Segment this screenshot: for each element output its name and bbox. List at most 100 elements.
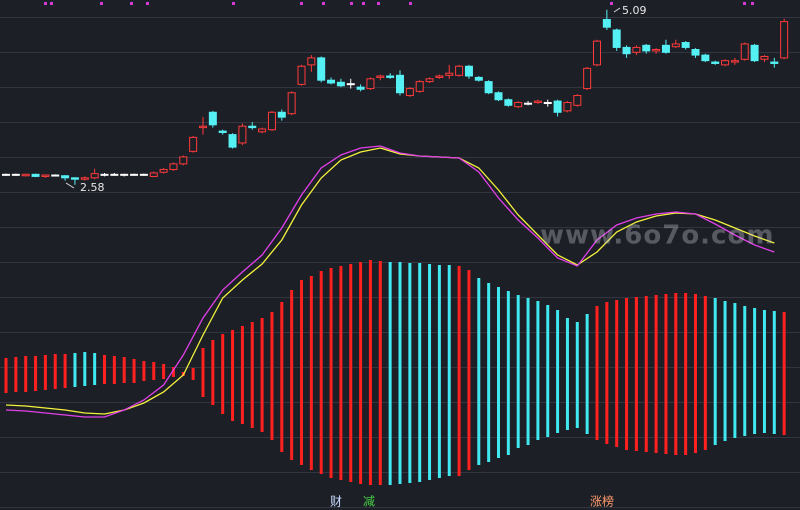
- candle-body: [228, 134, 237, 148]
- candle-body: [642, 44, 651, 52]
- candle-body: [583, 67, 592, 90]
- candle-body: [346, 83, 355, 86]
- candle-body: [721, 60, 730, 66]
- candle-body: [189, 136, 198, 152]
- candle-body: [474, 76, 483, 81]
- candle-body: [632, 46, 641, 53]
- candle-body: [356, 86, 365, 90]
- candle-body: [208, 111, 217, 126]
- signal-dot: [44, 2, 47, 5]
- candle-body: [504, 99, 513, 106]
- candle-body: [139, 173, 148, 176]
- candle-body: [248, 125, 257, 129]
- footer-label: 财: [330, 495, 342, 509]
- candle-body: [701, 54, 710, 62]
- candle-body: [455, 65, 464, 76]
- footer-label: 减: [363, 495, 375, 509]
- signal-dot: [743, 2, 746, 5]
- candle-body: [31, 173, 40, 177]
- min-price-label: 2.58: [80, 181, 105, 194]
- candle-body: [711, 61, 720, 64]
- signal-dot: [146, 2, 149, 5]
- candle-body: [159, 168, 168, 173]
- candle-body: [750, 44, 759, 62]
- candle-body: [612, 29, 621, 48]
- signal-dot: [100, 2, 103, 5]
- signal-dot: [350, 2, 353, 5]
- candle-body: [405, 88, 414, 97]
- candle-body: [169, 163, 178, 170]
- candle-body: [100, 173, 109, 176]
- candle-body: [415, 81, 424, 92]
- candle-body: [593, 40, 601, 66]
- min-pointer: [65, 182, 75, 189]
- candle-body: [691, 49, 700, 56]
- candle-body: [317, 57, 326, 81]
- candle-body: [652, 49, 661, 52]
- candle-body: [90, 173, 99, 179]
- candle-body: [602, 19, 611, 28]
- candle-body: [149, 172, 158, 177]
- candle-body: [21, 173, 30, 177]
- signal-dot: [751, 2, 754, 5]
- candle-body: [277, 111, 286, 118]
- candle-body: [41, 174, 50, 177]
- candle-body: [573, 95, 582, 106]
- signal-dot: [362, 2, 365, 5]
- indicator-line: [5, 147, 775, 415]
- candle-body: [681, 42, 690, 48]
- watermark: www.6o7o.com: [540, 221, 774, 251]
- candle-body: [199, 125, 207, 129]
- candle-body: [396, 74, 404, 94]
- candle-body: [61, 175, 70, 179]
- candle-body: [267, 111, 276, 131]
- candle-body: [435, 75, 444, 78]
- candle-body: [514, 102, 523, 108]
- candle-body: [238, 125, 247, 144]
- signal-dots: [44, 2, 754, 5]
- candle-body: [464, 65, 473, 77]
- candle-body: [661, 44, 670, 53]
- candle-body: [376, 75, 385, 78]
- signal-dot: [232, 2, 235, 5]
- candle-body: [780, 21, 789, 59]
- candle-body: [445, 72, 454, 76]
- signal-dot: [322, 2, 325, 5]
- signal-dot: [130, 2, 133, 5]
- candle-body: [730, 60, 739, 63]
- candle-body: [484, 81, 493, 94]
- candle-body: [622, 46, 631, 55]
- candle-body: [533, 100, 542, 104]
- signal-dot: [610, 2, 613, 5]
- candle-body: [51, 174, 60, 177]
- candles: [2, 9, 789, 185]
- candle-body: [110, 173, 119, 176]
- max-price-label: 5.09: [622, 4, 647, 17]
- candle-body: [327, 79, 336, 84]
- candle-body: [179, 156, 188, 165]
- candle-body: [258, 128, 267, 133]
- candle-body: [130, 173, 139, 176]
- candle-body: [770, 61, 779, 64]
- candle-body: [671, 43, 680, 48]
- candle-body: [563, 102, 572, 112]
- candle-body: [336, 81, 345, 87]
- candle-body: [543, 102, 552, 105]
- candle-body: [70, 177, 79, 180]
- candle-body: [2, 173, 10, 176]
- candle-body: [80, 177, 89, 180]
- candle-body: [366, 78, 375, 90]
- candle-body: [287, 92, 296, 115]
- signal-dot: [409, 2, 412, 5]
- indicator-lines: [5, 145, 775, 418]
- candle-body: [553, 100, 562, 113]
- candle-body: [386, 75, 395, 78]
- signal-dot: [377, 2, 380, 5]
- candle-body: [218, 130, 227, 133]
- signal-dot: [300, 2, 303, 5]
- candle-body: [760, 55, 769, 60]
- candle-body: [425, 78, 434, 83]
- max-pointer: [613, 7, 621, 13]
